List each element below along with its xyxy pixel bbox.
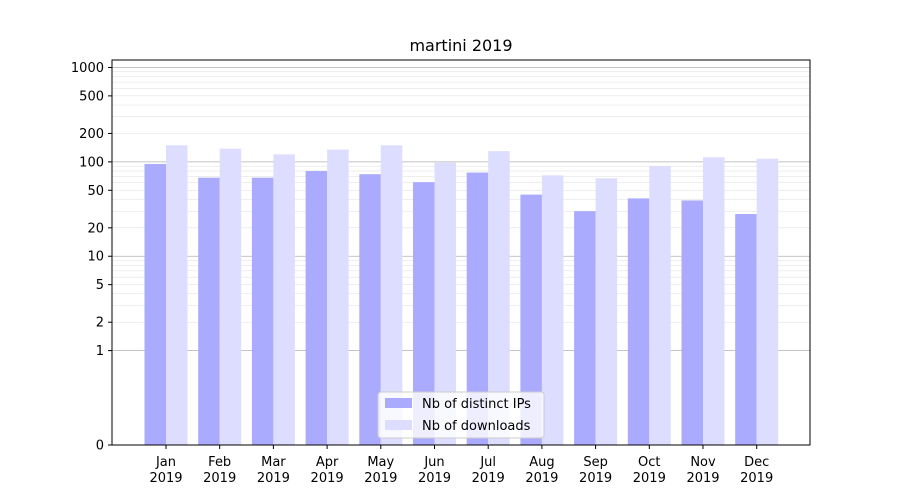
y-tick-label: 10 xyxy=(87,250,104,265)
chart-title: martini 2019 xyxy=(409,36,512,55)
x-tick-label-year: 2019 xyxy=(472,471,505,486)
legend-swatch-downloads xyxy=(385,420,412,430)
y-tick-label: 1000 xyxy=(71,61,104,76)
x-tick-label-month: Jun xyxy=(423,455,444,470)
bar-ips xyxy=(413,182,435,445)
x-axis: Jan2019Feb2019Mar2019Apr2019May2019Jun20… xyxy=(149,445,773,486)
bar-ips xyxy=(520,194,542,445)
bar-ips xyxy=(627,198,650,445)
bar-downloads xyxy=(541,175,564,446)
x-tick-label-month: Mar xyxy=(261,455,286,470)
bar-downloads xyxy=(756,158,779,445)
x-tick-label-year: 2019 xyxy=(203,471,236,486)
legend-label-downloads: Nb of downloads xyxy=(422,419,531,434)
x-tick-label-year: 2019 xyxy=(311,471,344,486)
bar-downloads xyxy=(219,148,242,445)
legend-swatch-ips xyxy=(385,398,412,408)
x-tick-label-month: Nov xyxy=(690,455,716,470)
bar-downloads xyxy=(380,145,403,445)
bar-downloads xyxy=(434,162,456,445)
bar-downloads xyxy=(488,151,510,446)
y-tick-label: 100 xyxy=(79,155,104,170)
x-tick-label-month: Sep xyxy=(583,455,608,470)
x-tick-label-year: 2019 xyxy=(149,471,182,486)
x-tick-label-year: 2019 xyxy=(364,471,397,486)
y-tick-label: 0 xyxy=(96,439,104,454)
x-tick-label-year: 2019 xyxy=(579,471,612,486)
bar-downloads xyxy=(649,166,671,445)
y-tick-label: 5 xyxy=(96,278,104,293)
bar-downloads xyxy=(703,157,725,446)
x-tick-label-month: Jan xyxy=(155,455,176,470)
bar-downloads xyxy=(273,154,295,445)
y-axis: 0 1 2 5 10 20 50 100 200 500 1000 xyxy=(71,61,112,454)
bar-ips xyxy=(144,163,166,445)
bar-ips xyxy=(305,171,328,446)
bar-downloads xyxy=(166,145,188,445)
x-tick-label-year: 2019 xyxy=(633,471,666,486)
x-tick-label-year: 2019 xyxy=(525,471,558,486)
bar-ips xyxy=(466,172,489,445)
bar-ips xyxy=(251,177,274,446)
y-tick-label: 50 xyxy=(87,184,104,199)
legend: Nb of distinct IPs Nb of downloads xyxy=(377,391,545,439)
x-tick-label-year: 2019 xyxy=(740,471,773,486)
bar-ips xyxy=(359,174,381,445)
x-tick-label-month: Jul xyxy=(479,455,496,470)
bar-ips xyxy=(574,211,596,445)
y-tick-label: 200 xyxy=(79,127,104,142)
y-tick-label: 2 xyxy=(96,316,104,331)
bars xyxy=(144,145,779,446)
x-tick-label-month: May xyxy=(367,455,394,470)
x-tick-label-month: Aug xyxy=(529,455,554,470)
bar-ips xyxy=(735,214,757,445)
bar-downloads xyxy=(595,178,618,445)
y-tick-label: 500 xyxy=(79,89,104,104)
x-tick-label-year: 2019 xyxy=(257,471,290,486)
x-tick-label-month: Dec xyxy=(744,455,769,470)
x-tick-label-month: Apr xyxy=(316,455,339,470)
y-tick-label: 20 xyxy=(87,221,104,236)
bar-downloads xyxy=(327,149,349,445)
legend-label-ips: Nb of distinct IPs xyxy=(422,397,531,412)
x-tick-label-month: Feb xyxy=(208,455,231,470)
bar-ips xyxy=(198,177,220,446)
legend-frame xyxy=(377,391,545,439)
x-tick-label-year: 2019 xyxy=(686,471,719,486)
x-tick-label-month: Oct xyxy=(638,455,660,470)
bar-ips xyxy=(681,200,703,445)
y-tick-label: 1 xyxy=(96,344,104,359)
plot-frame xyxy=(111,59,811,446)
x-tick-label-year: 2019 xyxy=(418,471,451,486)
